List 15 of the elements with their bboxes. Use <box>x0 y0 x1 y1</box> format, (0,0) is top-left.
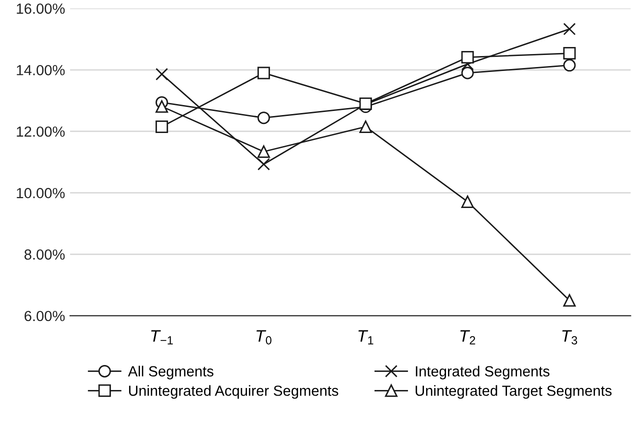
y-tick-label: 6.00% <box>24 310 65 322</box>
legend-label: Unintegrated Acquirer Segments <box>129 385 338 399</box>
y-tick-label: 8.00% <box>24 249 65 260</box>
x-tick-label: T$_{3}$ <box>562 330 578 344</box>
y-tick-label: 14.00% <box>16 64 65 76</box>
y-tick-label: 12.00% <box>16 126 65 137</box>
x-tick-label: T$_{−1}$ <box>151 330 173 344</box>
y-tick-label: 10.00% <box>16 188 65 198</box>
legend-label: Unintegrated Target Segments <box>416 385 612 399</box>
legend-label: All Segments <box>128 366 214 380</box>
legend-label: Integrated Segments <box>416 366 550 380</box>
x-tick-label: T$_{2}$ <box>460 330 476 344</box>
x-tick-label: T$_{1}$ <box>358 330 374 344</box>
y-tick-label: 16.00% <box>16 4 65 14</box>
x-tick-label: T$_{0}$ <box>256 330 272 344</box>
